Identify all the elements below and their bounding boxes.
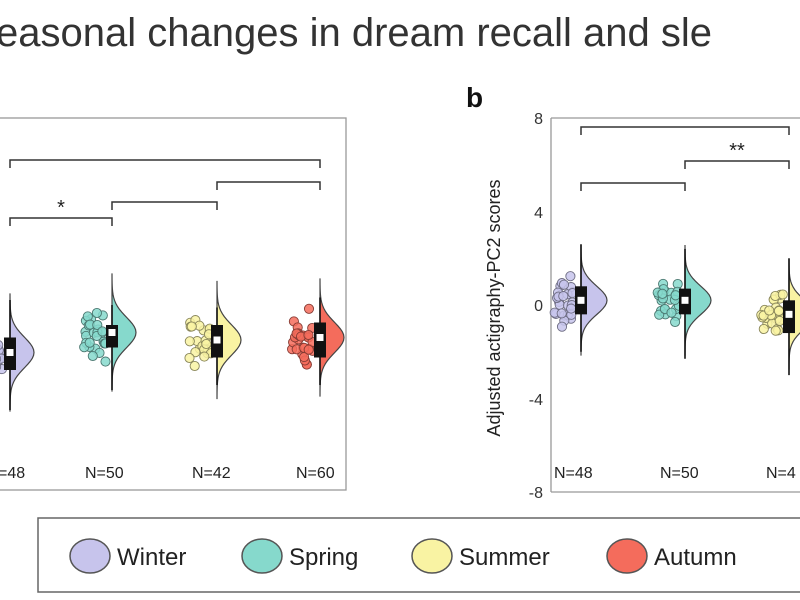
significance-bracket-a-0	[9, 159, 321, 168]
panel-b-plot: **	[549, 126, 800, 376]
point-winter-b	[558, 291, 569, 302]
point-summer-b	[774, 315, 785, 326]
significance-label-a-3: *	[57, 197, 65, 219]
legend-label-summer: Summer	[459, 544, 550, 571]
median-autumn-a	[316, 334, 324, 341]
point-summer-a	[184, 336, 195, 347]
point-autumn-a	[303, 329, 314, 341]
legend-swatch-summer	[411, 538, 453, 574]
point-summer-b	[770, 325, 781, 336]
point-winter-b	[565, 271, 576, 282]
panel-b: b Adjusted actigraphy-PC2 scores 8 4 0 -…	[466, 82, 800, 502]
panel-a-plot: *	[0, 159, 345, 412]
n-label-winter-a: =48	[0, 465, 25, 482]
point-winter-b	[558, 279, 570, 290]
ytick-0: 0	[534, 298, 543, 315]
ytick-neg4: -4	[529, 392, 543, 409]
point-winter-b	[556, 321, 568, 332]
point-spring-a	[84, 337, 95, 348]
ytick-4: 4	[534, 205, 543, 222]
median-spring-b	[681, 296, 689, 304]
point-summer-b	[777, 289, 788, 300]
point-spring-a	[91, 307, 102, 319]
panel-a-frame	[0, 117, 347, 491]
legend: Winter Spring Summer Autumn	[37, 517, 800, 593]
ytick-8: 8	[534, 111, 543, 128]
point-autumn-a	[303, 344, 314, 355]
figure-title: easonal changes in dream recall and sle	[0, 11, 712, 55]
median-winter-a	[6, 349, 14, 356]
legend-item-spring: Spring	[241, 538, 358, 574]
point-spring-b	[657, 288, 668, 299]
point-winter-b	[566, 303, 577, 314]
point-summer-a	[186, 321, 197, 332]
legend-label-spring: Spring	[289, 544, 358, 571]
n-label-autumn-a: N=60	[296, 465, 335, 482]
point-winter-a	[0, 355, 2, 363]
point-winter-b	[556, 308, 567, 319]
point-summer-b	[758, 323, 769, 335]
legend-swatch-autumn	[606, 538, 648, 574]
point-summer-a	[189, 360, 200, 372]
n-label-spring-b: N=50	[660, 465, 699, 482]
legend-label-autumn: Autumn	[654, 544, 737, 571]
significance-bracket-b-2	[580, 182, 686, 191]
point-summer-a	[201, 338, 212, 350]
significance-bracket-a-2	[111, 201, 218, 210]
point-summer-b	[773, 305, 784, 317]
panel-a-n-labels: =48 N=50 N=42 N=60	[0, 465, 335, 482]
point-summer-a	[199, 351, 210, 362]
significance-label-b-1: **	[729, 140, 745, 162]
significance-bracket-b-1	[684, 160, 790, 169]
panel-b-ticks: 8 4 0 -4 -8	[529, 111, 543, 502]
point-spring-b	[666, 307, 677, 318]
point-summer-a	[184, 352, 195, 364]
median-spring-a	[108, 329, 116, 336]
panel-b-n-labels: N=48 N=50 N=4	[554, 465, 796, 482]
median-winter-b	[577, 296, 585, 304]
panel-b-letter: b	[466, 82, 483, 113]
ytick-neg8: -8	[529, 485, 543, 502]
point-autumn-a	[303, 303, 315, 314]
median-summer-b	[785, 310, 793, 318]
legend-swatch-spring	[241, 538, 283, 574]
n-label-summer-a: N=42	[192, 465, 231, 482]
point-winter-a	[0, 363, 2, 371]
panel-a: * =48 N=50 N=42 N=60	[0, 117, 347, 491]
point-winter-a	[0, 340, 4, 350]
legend-item-summer: Summer	[411, 538, 550, 574]
panel-b-ylabel: Adjusted actigraphy-PC2 scores	[484, 179, 504, 436]
point-spring-a	[97, 326, 108, 337]
n-label-spring-a: N=50	[85, 465, 124, 482]
point-spring-a	[100, 356, 111, 367]
point-spring-b	[670, 290, 681, 301]
point-spring-a	[82, 311, 93, 322]
n-label-winter-b: N=48	[554, 465, 593, 482]
point-spring-b	[670, 316, 681, 328]
legend-item-winter: Winter	[69, 538, 186, 574]
box-spring-a	[106, 325, 118, 348]
median-summer-a	[213, 336, 221, 344]
legend-label-winter: Winter	[117, 544, 186, 571]
significance-bracket-a-3	[9, 217, 113, 226]
significance-bracket-a-1	[216, 181, 321, 190]
significance-bracket-b-0	[580, 126, 790, 135]
legend-item-autumn: Autumn	[606, 538, 737, 574]
legend-swatch-winter	[69, 538, 111, 574]
point-summer-b	[764, 305, 775, 316]
point-spring-a	[87, 350, 98, 362]
n-label-summer-b: N=4	[766, 465, 796, 482]
